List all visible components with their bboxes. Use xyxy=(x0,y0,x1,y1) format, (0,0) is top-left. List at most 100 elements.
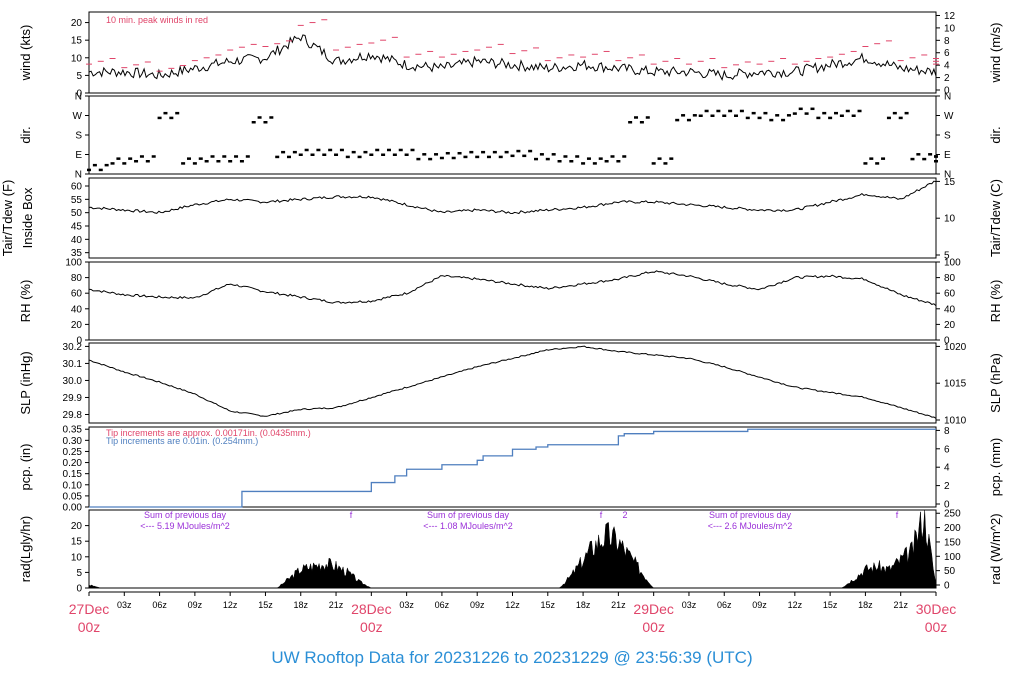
dir-point xyxy=(845,109,850,113)
date-label: 29Dec xyxy=(633,601,673,617)
dir-point xyxy=(792,112,797,115)
rad-ytick-label-right: 50 xyxy=(944,566,956,577)
time-tick-label: 12z xyxy=(505,600,520,610)
wind-peak-marks xyxy=(86,19,939,72)
date-hour-label: 00z xyxy=(360,619,383,635)
pcp-ytick-label: 0.25 xyxy=(63,447,83,458)
dir-ytick-label-right: W xyxy=(944,111,954,122)
dir-point xyxy=(934,155,938,158)
rh-ylabel: RH (%) xyxy=(18,280,33,323)
dir-point xyxy=(304,148,309,152)
rad-ylabel-right: rad (W/m^2) xyxy=(988,513,1003,584)
wind-panel: wind (kts) wind (m/s)0510152002468101210 … xyxy=(18,11,1003,100)
dir-point xyxy=(539,153,544,156)
rad-ytick-label-right: 0 xyxy=(944,581,950,592)
dir-point xyxy=(598,157,603,160)
time-tick-label: 15z xyxy=(258,600,273,610)
rad-sum-value: <--- 5.19 MJoules/m^2 xyxy=(140,521,230,531)
dir-point xyxy=(816,116,821,120)
rh-frame xyxy=(88,261,937,341)
slp-ytick-label-right: 1020 xyxy=(944,342,967,353)
rad-sum-title: Sum of previous day xyxy=(144,510,227,520)
dir-point xyxy=(663,162,668,165)
pcp-ytick-label-right: 6 xyxy=(944,444,950,455)
temp-ytick-label: 60 xyxy=(71,182,83,193)
slp-ylabel: SLP (inHg) xyxy=(18,351,33,414)
dir-point xyxy=(822,111,827,115)
dir-point xyxy=(857,109,862,113)
slp-ytick-label: 29.9 xyxy=(63,393,83,404)
dir-point xyxy=(892,111,897,115)
rad-ytick-label: 5 xyxy=(76,568,82,579)
dir-point xyxy=(575,155,580,158)
wind-ytick-label-right: 6 xyxy=(944,48,950,59)
slp-ytick-label: 30.2 xyxy=(63,342,83,353)
rh-ytick-label: 100 xyxy=(65,258,82,269)
dir-point xyxy=(686,118,691,122)
slp-ytick-label-right: 1015 xyxy=(944,379,967,390)
time-tick-label: 15z xyxy=(823,600,838,610)
wind-ylabel-right: wind (m/s) xyxy=(988,23,1003,84)
dir-ytick-label: S xyxy=(75,131,82,142)
pcp-ytick-label-right: 2 xyxy=(944,481,950,492)
dir-point xyxy=(581,162,586,165)
date-label: 28Dec xyxy=(351,601,391,617)
time-tick-label: 03z xyxy=(399,600,414,610)
time-tick-label: 06z xyxy=(152,600,167,610)
dir-point xyxy=(316,148,321,152)
time-tick-label: 03z xyxy=(682,600,697,610)
dir-point xyxy=(257,116,262,119)
dir-point xyxy=(228,160,233,163)
dir-point xyxy=(586,157,591,160)
dir-point xyxy=(286,155,291,159)
dir-point xyxy=(757,116,762,120)
pcp-ytick-label: 0.05 xyxy=(63,491,83,502)
dir-point xyxy=(692,114,697,117)
dir-point xyxy=(275,155,280,159)
wind-ytick-label-right: 10 xyxy=(944,23,956,34)
dir-frame xyxy=(88,95,937,175)
rh-ytick-label-right: 40 xyxy=(944,304,956,315)
dir-point xyxy=(839,114,844,117)
dir-point xyxy=(798,107,803,111)
dir-point xyxy=(104,163,109,167)
wind-speed-line xyxy=(88,34,937,81)
dir-point xyxy=(392,153,397,156)
dir-point xyxy=(610,155,615,158)
dir-point xyxy=(134,160,139,163)
dir-point xyxy=(863,162,868,165)
wind-ytick-label: 20 xyxy=(71,18,83,29)
time-tick-label: 21z xyxy=(611,600,626,610)
rh-ytick-label-right: 100 xyxy=(944,258,961,269)
dir-point xyxy=(263,121,268,124)
dir-point xyxy=(434,153,439,156)
dir-point xyxy=(628,121,633,124)
temp-ytick-label-right: 15 xyxy=(944,177,956,188)
dir-point xyxy=(139,155,144,158)
rh-ytick-label: 0 xyxy=(76,336,82,347)
dir-point xyxy=(381,153,386,156)
temp-ytick-label: 35 xyxy=(71,248,83,259)
dir-point xyxy=(351,150,356,154)
dir-point xyxy=(904,111,909,115)
rh-ytick-label-right: 20 xyxy=(944,320,956,331)
dir-point xyxy=(639,121,644,124)
dir-point xyxy=(128,157,133,160)
rh-ytick-label: 60 xyxy=(71,289,83,300)
pcp-note-blue: Tip increments are 0.01in. (0.254mm.) xyxy=(106,436,258,446)
dir-point xyxy=(92,163,97,167)
dir-point xyxy=(363,150,368,154)
wind-ytick-label: 0 xyxy=(76,89,82,100)
dir-point xyxy=(557,160,562,163)
rh-ytick-label-right: 0 xyxy=(944,336,950,347)
dir-point xyxy=(810,107,815,111)
rad-flag: 2 xyxy=(622,510,627,520)
time-tick-label: 18z xyxy=(576,600,591,610)
dir-point xyxy=(881,157,886,160)
dir-point xyxy=(745,116,750,120)
dir-point xyxy=(269,116,274,119)
dir-point xyxy=(222,155,227,158)
dir-point xyxy=(457,151,462,155)
date-hour-label: 00z xyxy=(925,619,948,635)
